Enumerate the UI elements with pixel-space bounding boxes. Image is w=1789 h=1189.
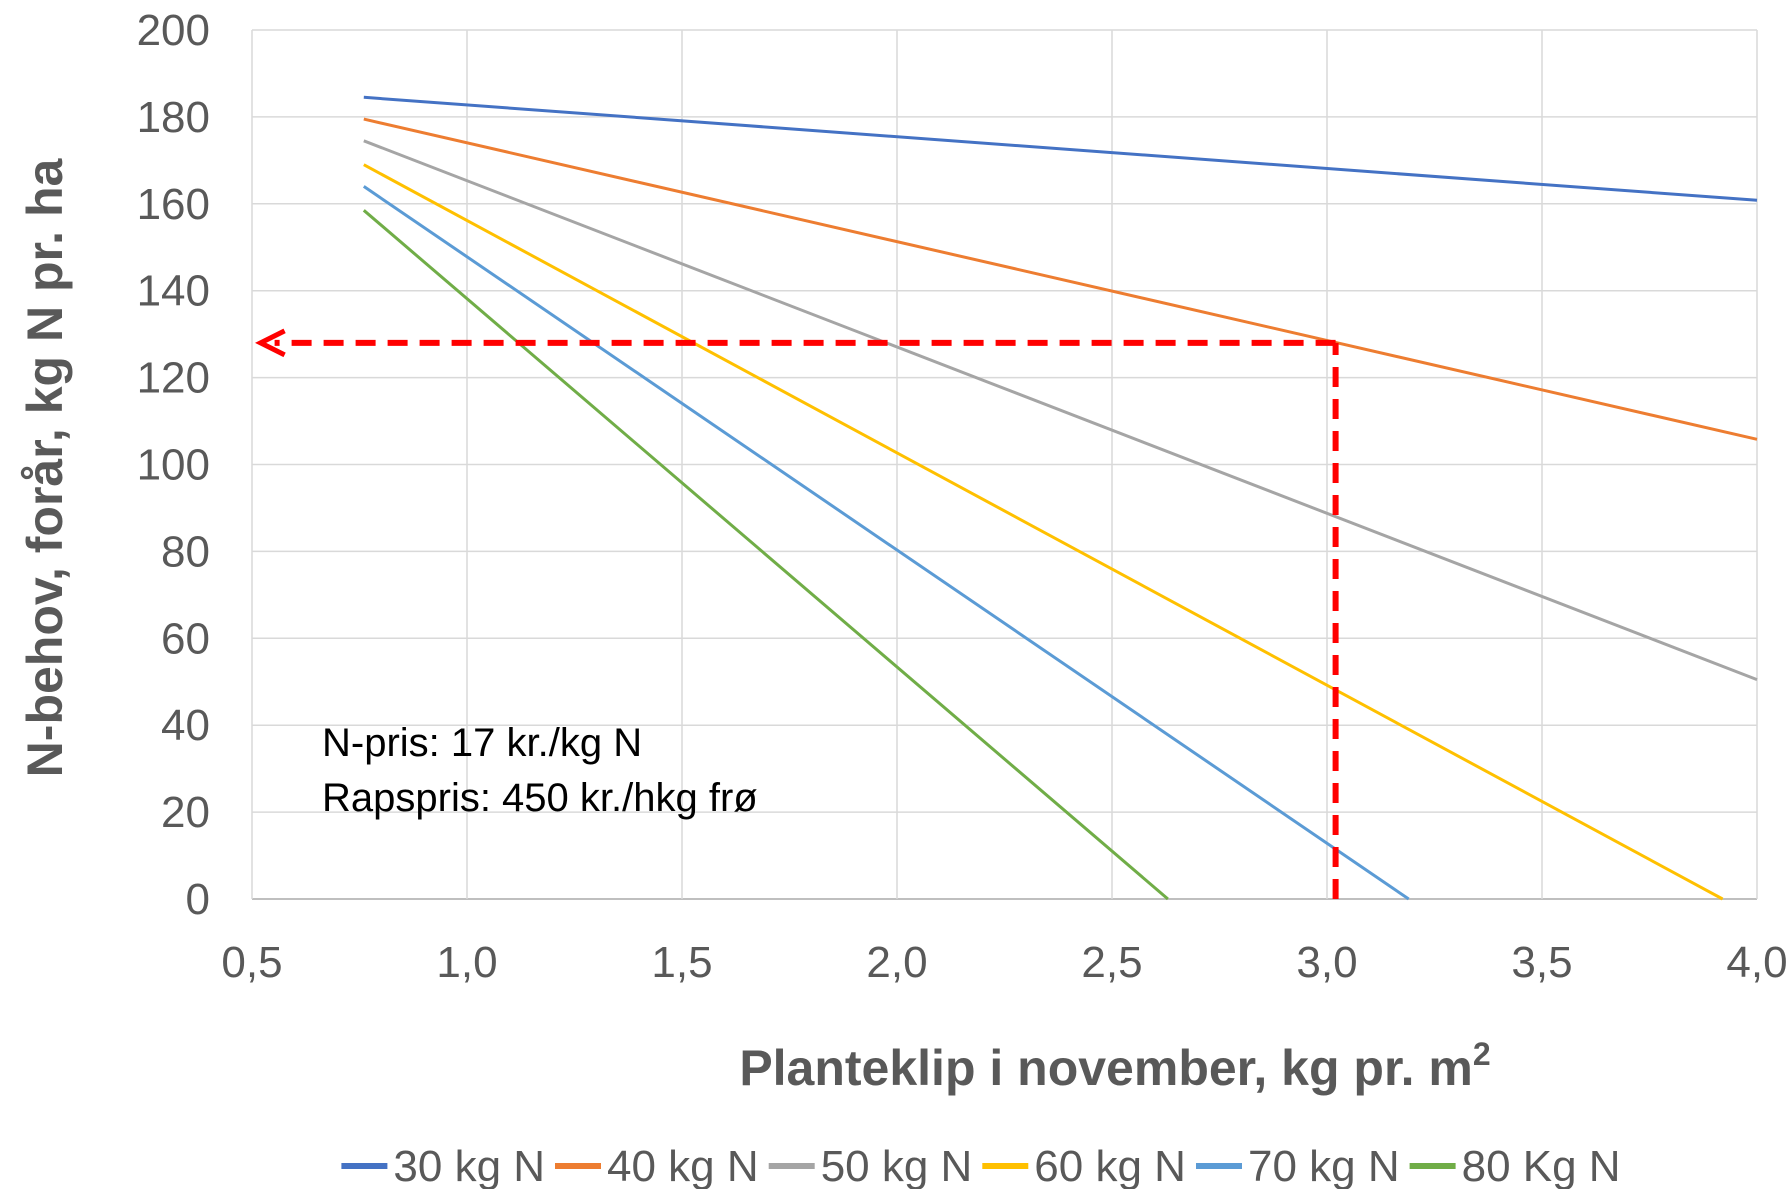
legend-label: 60 kg N — [1034, 1142, 1186, 1189]
x-tick-label: 3,0 — [1296, 938, 1357, 987]
x-tick-label: 2,5 — [1081, 938, 1142, 987]
y-tick-label: 100 — [137, 441, 210, 490]
legend-item: 30 kg N — [341, 1142, 545, 1189]
annotation-rape-price: Rapspris: 450 kr./hkg frø — [322, 776, 758, 820]
y-tick-label: 80 — [161, 527, 210, 576]
series-line — [363, 139, 1758, 681]
x-axis-title-text: Planteklip i november, kg pr. m — [739, 1040, 1473, 1096]
y-tick-label: 140 — [137, 267, 210, 316]
series-lines — [362, 95, 1758, 901]
x-axis-title-superscript: 2 — [1473, 1036, 1491, 1072]
x-tick-label: 1,5 — [651, 938, 712, 987]
legend-label: 80 Kg N — [1462, 1142, 1621, 1189]
series-line — [362, 209, 1169, 901]
y-tick-label: 200 — [137, 6, 210, 55]
y-tick-label: 120 — [137, 354, 210, 403]
series-line — [363, 163, 1724, 901]
legend-label: 40 kg N — [607, 1142, 759, 1189]
y-tick-label: 60 — [161, 614, 210, 663]
legend-item: 70 kg N — [1196, 1142, 1400, 1189]
x-tick-label: 2,0 — [866, 938, 927, 987]
gridlines — [251, 29, 1758, 900]
y-tick-label: 20 — [161, 788, 210, 837]
series-line — [363, 95, 1758, 202]
x-axis-title: Planteklip i november, kg pr. m2 — [739, 1036, 1490, 1096]
y-tick-labels: 0 20 40 60 80 100 120 140 160 180 200 — [137, 6, 210, 924]
legend: 30 kg N 40 kg N 50 kg N 60 kg N 70 kg N 80 Kg… — [341, 1142, 1621, 1189]
reference-arrowhead — [255, 328, 286, 358]
legend-label: 50 kg N — [821, 1142, 973, 1189]
y-tick-label: 0 — [186, 875, 210, 924]
series-line — [363, 117, 1758, 441]
legend-item: 60 kg N — [982, 1142, 1186, 1189]
legend-label: 30 kg N — [393, 1142, 545, 1189]
y-tick-label: 160 — [137, 180, 210, 229]
legend-item: 80 Kg N — [1409, 1142, 1621, 1189]
x-tick-label: 0,5 — [221, 938, 282, 987]
x-tick-label: 3,5 — [1511, 938, 1572, 987]
y-axis-title: N-behov, forår, kg N pr. ha — [17, 158, 73, 778]
reference-lines — [255, 328, 1339, 899]
x-tick-labels: 0,5 1,0 1,5 2,0 2,5 3,0 3,5 4,0 — [221, 938, 1787, 987]
legend-item: 40 kg N — [555, 1142, 759, 1189]
legend-label: 70 kg N — [1248, 1142, 1400, 1189]
series-line — [362, 185, 1410, 901]
x-tick-label: 4,0 — [1726, 938, 1787, 987]
legend-item: 50 kg N — [768, 1142, 973, 1189]
annotation-n-price: N-pris: 17 kr./kg N — [322, 721, 642, 765]
y-tick-label: 40 — [161, 701, 210, 750]
x-tick-label: 1,0 — [436, 938, 497, 987]
y-tick-label: 180 — [137, 93, 210, 142]
